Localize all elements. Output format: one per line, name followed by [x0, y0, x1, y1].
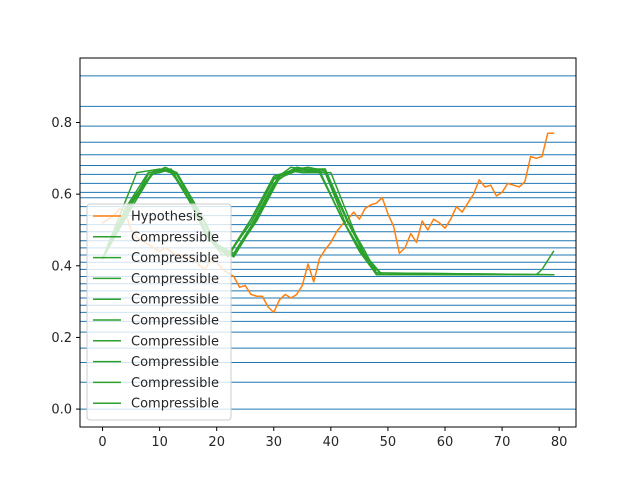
x-tick-label: 80 [551, 435, 568, 450]
legend-label: Compressible [131, 334, 219, 349]
x-tick-label: 40 [323, 435, 340, 450]
series-line-compressible [101, 168, 555, 276]
legend-label: Compressible [131, 230, 219, 245]
legend-label: Compressible [131, 251, 219, 266]
legend-label: Compressible [131, 314, 219, 329]
legend-label: Compressible [131, 272, 219, 287]
legend-box [86, 203, 232, 421]
series-line-compressible [101, 168, 555, 276]
x-tick-label: 70 [494, 435, 511, 450]
y-tick-label: 0.8 [51, 116, 72, 131]
y-tick-label: 0.6 [51, 188, 72, 203]
legend: Hypothesis Compressible Compressible Compre… [86, 203, 232, 421]
legend-label: Compressible [131, 397, 219, 412]
x-axis: 0 10 20 30 40 50 60 70 80 [98, 427, 567, 450]
legend-label: Compressible [131, 355, 219, 370]
y-axis: 0.0 0.2 0.4 0.6 0.8 [51, 116, 80, 418]
x-tick-label: 50 [380, 435, 397, 450]
x-tick-label: 20 [208, 435, 225, 450]
legend-label: Compressible [131, 293, 219, 308]
y-tick-label: 0.4 [51, 259, 72, 274]
x-tick-label: 0 [98, 435, 106, 450]
series-layer [101, 132, 555, 314]
plot-frame [79, 57, 577, 428]
x-tick-label: 30 [266, 435, 283, 450]
legend-label: Hypothesis [131, 210, 203, 225]
y-tick-label: 0.2 [51, 331, 72, 346]
y-tick-label: 0.0 [51, 403, 72, 418]
x-tick-label: 10 [151, 435, 168, 450]
legend-label: Compressible [131, 376, 219, 391]
x-tick-label: 60 [437, 435, 454, 450]
